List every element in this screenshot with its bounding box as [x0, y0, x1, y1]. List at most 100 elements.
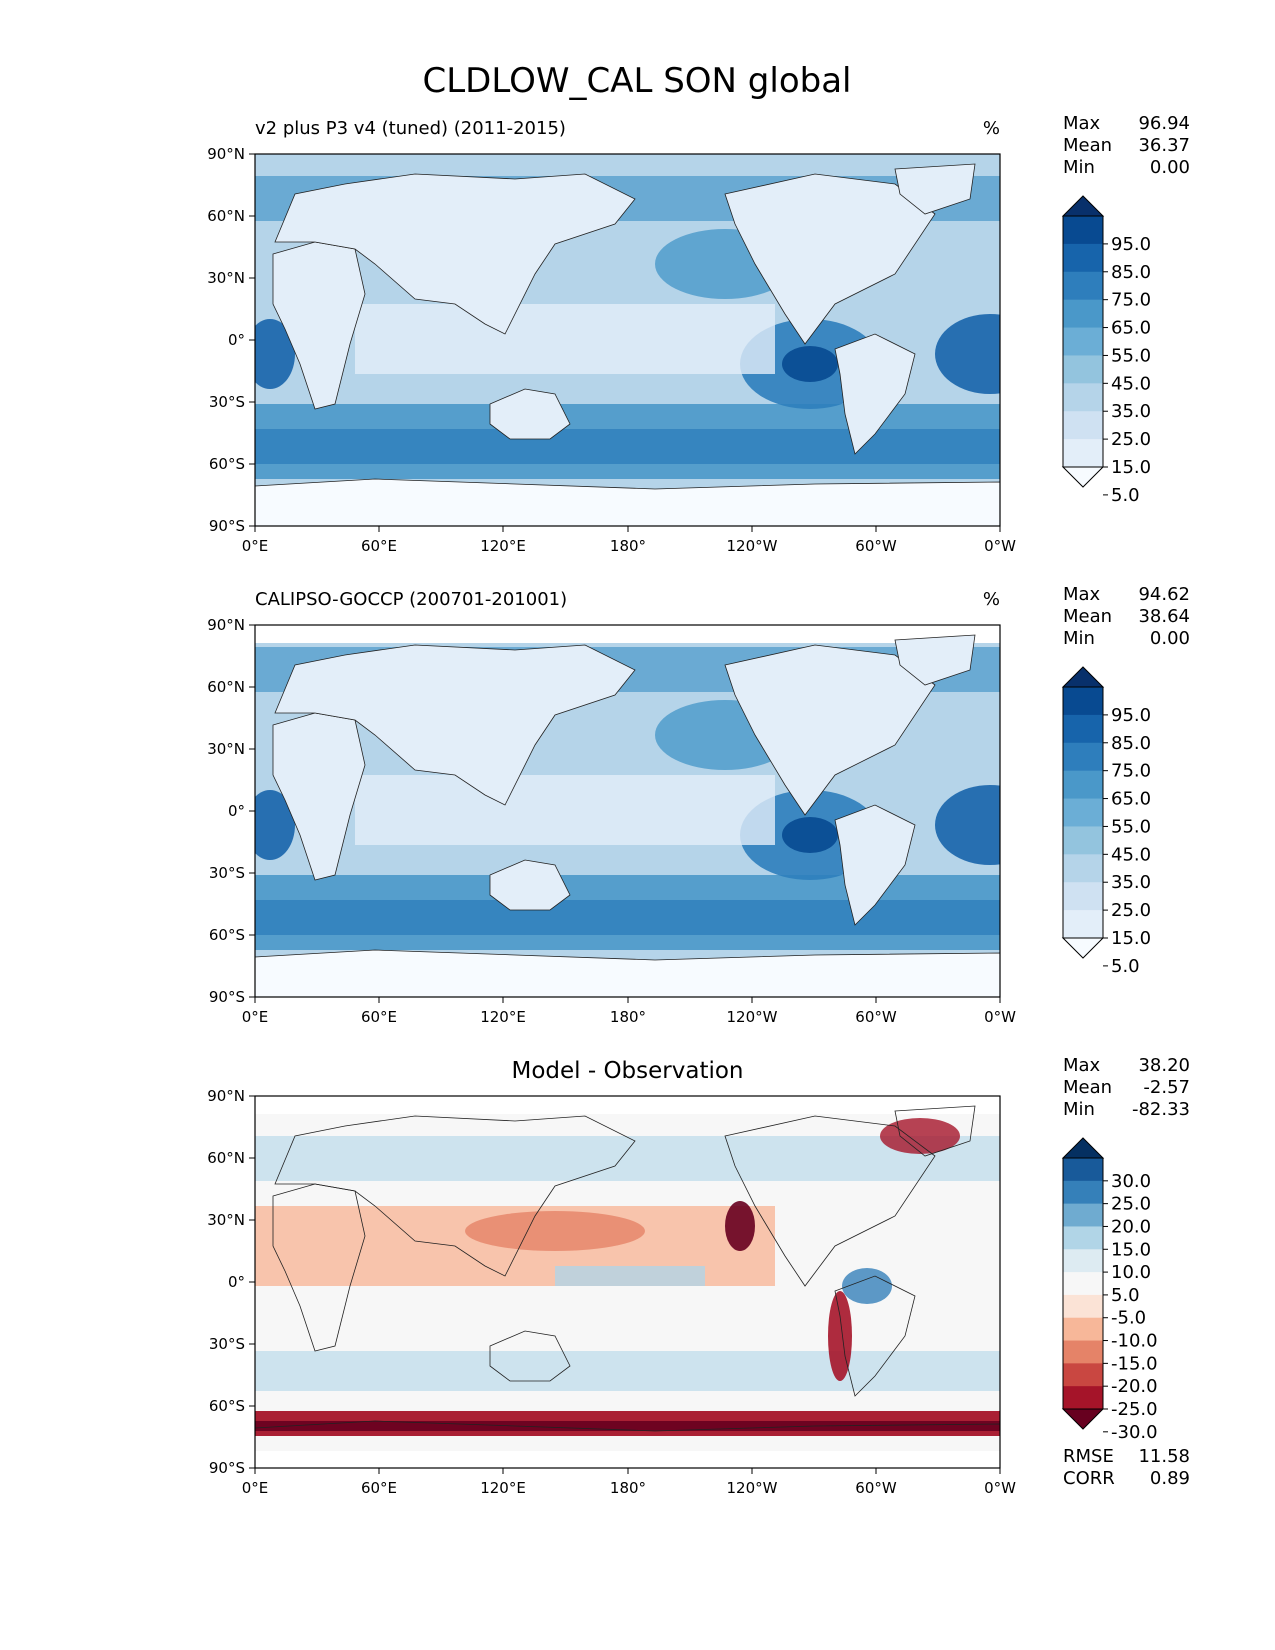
panel-3: Model - Observation 0°E 60°E 120°E 180° 120°W… [207, 1055, 1190, 1497]
lat-tick-label: 90°N [207, 1087, 245, 1105]
lat-tick-label: 30°S [209, 864, 245, 882]
metric-label: RMSE [1063, 1446, 1114, 1467]
colorbar-label: -5.0 [1111, 1308, 1146, 1329]
lat-tick-label: 60°S [209, 926, 245, 944]
stat-value: 36.37 [1138, 135, 1190, 156]
colorbar-extend-max [1061, 195, 1105, 217]
panel-units: % [983, 589, 1000, 610]
lat-tick-label: 60°S [209, 455, 245, 473]
lat-tick-label: 30°N [207, 1211, 245, 1229]
coastline [255, 478, 1000, 526]
coastline [894, 634, 976, 686]
colorbar-segment [1063, 299, 1103, 329]
lon-tick-label: 0°W [984, 1479, 1016, 1497]
colorbar-label: 45.0 [1111, 373, 1151, 394]
colorbar-label: 25.0 [1111, 429, 1151, 450]
colorbar-frame [1062, 215, 1104, 468]
contour-field [255, 625, 1000, 997]
colorbar-label: -20.0 [1111, 1376, 1158, 1397]
coastline [834, 1275, 916, 1397]
lon-tick-label: 0°W [984, 537, 1016, 555]
lon-tick-label: 120°E [480, 1008, 526, 1026]
panel-units: % [983, 118, 1000, 139]
colorbar-label: 35.0 [1111, 872, 1151, 893]
lat-tick-label: 30°N [207, 269, 245, 287]
colorbar-segment [1063, 798, 1103, 827]
colorbar-extend-max [1061, 1137, 1105, 1159]
stat-label: Min [1063, 157, 1095, 178]
colorbar: 95.0 85.0 75.0 65.0 55.0 45.0 35.0 25.0 15.0 5.0 [1061, 666, 1151, 977]
coastline [724, 644, 936, 816]
coastline [489, 1330, 571, 1382]
figure-title: CLDLOW_CAL SON global [422, 61, 851, 101]
metric-value: 11.58 [1138, 1446, 1190, 1467]
coastline [724, 1115, 936, 1287]
colorbar-segment [1063, 1272, 1103, 1296]
colorbar-label: 45.0 [1111, 844, 1151, 865]
stratocumulus-peru-core [782, 817, 838, 853]
lat-tick-label: 60°S [209, 1397, 245, 1415]
stratocumulus-namibia-west [255, 319, 295, 389]
colorbar-label: 65.0 [1111, 789, 1151, 810]
positive-bias-amazon [842, 1268, 892, 1304]
lon-tick-label: 120°W [727, 1008, 778, 1026]
colorbar-segment [1063, 770, 1103, 800]
colorbar-segment [1063, 1386, 1103, 1410]
stat-value: 38.64 [1138, 606, 1190, 627]
colorbar-segment [1063, 1158, 1103, 1182]
lon-tick-label: 60°W [855, 1008, 897, 1026]
map-area [254, 153, 1001, 527]
lat-tick-label: 30°N [207, 740, 245, 758]
colorbar-segment [1063, 271, 1103, 301]
coastline [834, 333, 916, 455]
stratocumulus-namibia [935, 314, 1000, 394]
colorbar-segment [1063, 327, 1103, 356]
coastline [274, 644, 636, 806]
colorbar-label: 25.0 [1111, 900, 1151, 921]
colorbar-label: 75.0 [1111, 761, 1151, 782]
lon-tick-label: 0°E [242, 537, 269, 555]
colorbar-segment [1063, 1294, 1103, 1319]
no-data-band [255, 625, 1000, 643]
colorbar-label: -10.0 [1111, 1331, 1158, 1352]
colorbar-label: 85.0 [1111, 262, 1151, 283]
colorbar-extend-min [1061, 1408, 1105, 1430]
lon-tick-label: 60°E [361, 1008, 397, 1026]
coastline [894, 163, 976, 215]
contour-field [255, 154, 1000, 526]
colorbar-segment [1063, 411, 1103, 440]
stat-label: Max [1063, 584, 1101, 605]
stratocumulus-namibia [935, 785, 1000, 865]
colorbar-label: 35.0 [1111, 401, 1151, 422]
colorbar-segment [1063, 1363, 1103, 1387]
coastline [724, 173, 936, 345]
lat-tick-label: 30°S [209, 393, 245, 411]
colorbar-frame [1062, 1157, 1104, 1410]
colorbar: 95.0 85.0 75.0 65.0 55.0 45.0 35.0 25.0 15.0 5.0 [1061, 195, 1151, 506]
stat-value: 94.62 [1138, 584, 1190, 605]
coastline [894, 1105, 976, 1157]
lon-tick-label: 0°W [984, 1008, 1016, 1026]
stat-label: Mean [1063, 1077, 1112, 1098]
colorbar-label: 55.0 [1111, 816, 1151, 837]
positive-bias-band [255, 1136, 1000, 1181]
colorbar-segment [1063, 1203, 1103, 1227]
negative-bias-california [725, 1201, 755, 1251]
stat-value: -82.33 [1132, 1099, 1190, 1120]
positive-bias-strip [555, 1266, 705, 1286]
panel-left-title: CALIPSO-GOCCP (200701-201001) [255, 589, 567, 610]
lon-tick-label: 60°W [855, 537, 897, 555]
lat-tick-label: 0° [228, 331, 245, 349]
colorbar-segment [1063, 1317, 1103, 1342]
stat-value: 38.20 [1138, 1055, 1190, 1076]
colorbar-label: 5.0 [1111, 485, 1140, 506]
colorbar-label: 95.0 [1111, 705, 1151, 726]
lat-tick-label: 30°S [209, 1335, 245, 1353]
stat-value: 96.94 [1138, 113, 1190, 134]
map-area [254, 1095, 1001, 1469]
lon-tick-label: 180° [610, 537, 646, 555]
lat-tick-label: 60°N [207, 1149, 245, 1167]
lat-tick-label: 90°S [209, 517, 245, 535]
colorbar-segment [1063, 1249, 1103, 1273]
